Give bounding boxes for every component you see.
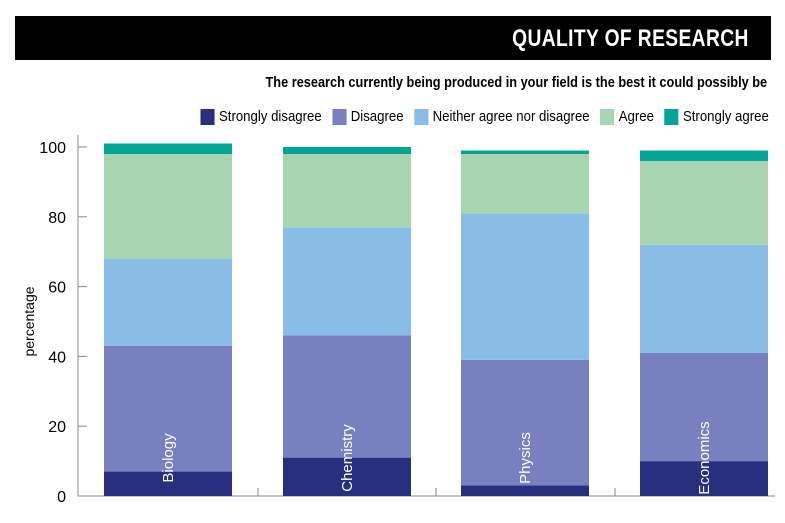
legend: Strongly disagree Disagree Neither agree n… xyxy=(200,108,769,125)
legend-label: Neither agree nor disagree xyxy=(432,108,590,125)
legend-label: Agree xyxy=(618,108,655,125)
title-bar: QUALITY OF RESEARCH xyxy=(15,16,771,60)
chart-title: QUALITY OF RESEARCH xyxy=(512,25,749,52)
bar-segment xyxy=(640,461,768,496)
bar-segment xyxy=(461,359,589,486)
bar-segment xyxy=(640,244,768,353)
legend-swatch xyxy=(332,108,347,125)
category-label: Economics xyxy=(696,421,713,494)
bar-segment xyxy=(283,147,411,154)
legend-item: Strongly disagree xyxy=(200,108,322,125)
legend-swatch xyxy=(414,108,429,125)
bar-segment xyxy=(461,153,589,214)
legend-item: Disagree xyxy=(332,108,404,125)
category-label: Chemistry xyxy=(339,424,356,492)
legend-swatch xyxy=(600,108,615,125)
bar-segment xyxy=(283,457,411,496)
legend-item: Neither agree nor disagree xyxy=(414,108,590,125)
legend-item: Strongly agree xyxy=(664,108,769,125)
y-tick-label: 100 xyxy=(39,140,66,157)
bar-segment xyxy=(104,258,232,346)
category-label: Physics xyxy=(517,432,534,484)
y-tick-label: 0 xyxy=(57,489,66,506)
legend-swatch xyxy=(664,108,679,125)
y-tick-label: 40 xyxy=(48,349,66,366)
bar-segment xyxy=(640,160,768,245)
bar-segment xyxy=(640,352,768,462)
y-axis-label: percentage xyxy=(21,286,37,356)
bar-segment xyxy=(461,485,589,496)
bar-segment xyxy=(104,143,232,154)
legend-label: Strongly disagree xyxy=(219,108,322,125)
legend-swatch xyxy=(200,108,215,125)
bar-segment xyxy=(104,345,232,472)
bar-segment xyxy=(104,471,232,496)
chart-subtitle: The research currently being produced in… xyxy=(265,74,767,91)
legend-label: Strongly agree xyxy=(683,108,769,125)
y-tick-label: 80 xyxy=(48,210,66,227)
bar-segment xyxy=(461,150,589,154)
bar-segment xyxy=(283,335,411,458)
y-tick-label: 60 xyxy=(48,280,66,297)
legend-label: Disagree xyxy=(350,108,404,125)
bar-segment xyxy=(104,153,232,259)
bar-segment xyxy=(640,150,768,161)
legend-item: Agree xyxy=(600,108,654,125)
y-tick-label: 20 xyxy=(48,419,66,436)
bar-segment xyxy=(283,153,411,228)
category-label: Biology xyxy=(160,433,177,483)
bar-segment xyxy=(461,213,589,360)
bar-segment xyxy=(283,227,411,336)
